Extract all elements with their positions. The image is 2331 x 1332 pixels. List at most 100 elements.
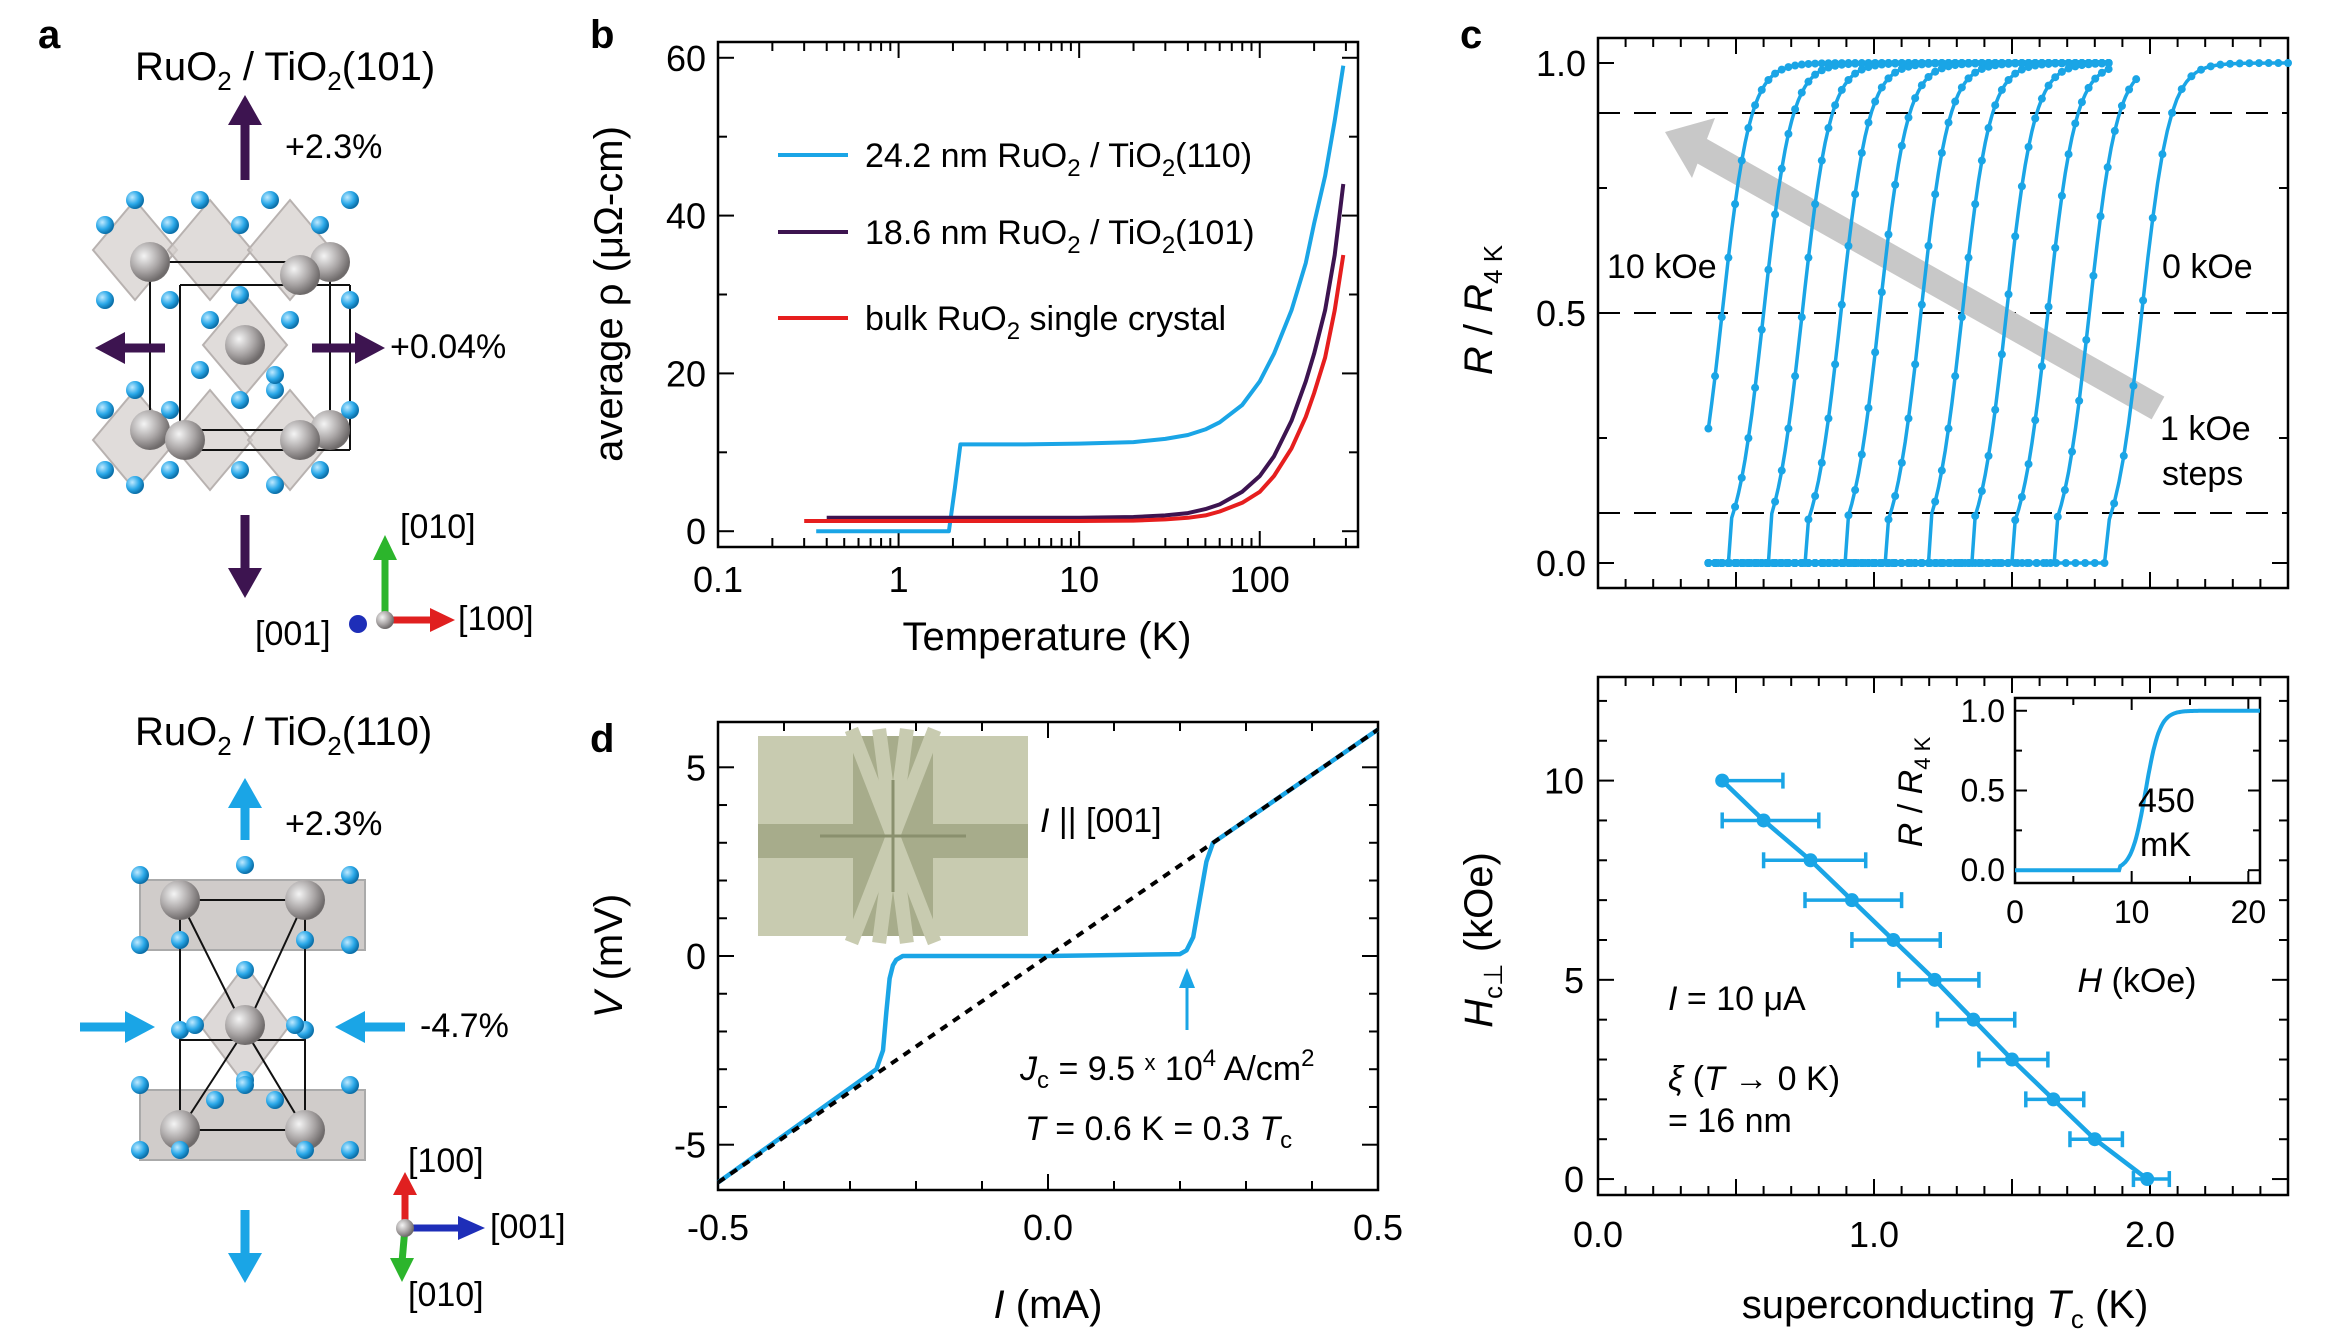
data-point — [1871, 348, 1880, 357]
data-point — [1824, 63, 1833, 72]
data-point — [1791, 559, 1800, 567]
data-point — [1857, 450, 1866, 459]
data-point — [2096, 212, 2105, 221]
oxygen-atom — [341, 401, 359, 419]
data-point — [1733, 559, 1742, 567]
y-tick-label: 1.0 — [1536, 43, 1586, 84]
axis-top-right-label: [100] — [458, 600, 534, 638]
ruthenium-atom — [225, 325, 265, 365]
oxygen-atom — [236, 1076, 254, 1094]
data-point — [1927, 972, 1942, 987]
data-point — [1772, 559, 1781, 567]
ruthenium-atom — [280, 255, 320, 295]
inset-temperature-unit: mK — [2140, 826, 2191, 864]
data-point — [2226, 59, 2235, 68]
data-point — [1964, 59, 1973, 68]
inset-series-line — [2015, 708, 2260, 873]
oxygen-atom — [96, 216, 114, 234]
data-point — [2037, 94, 2046, 103]
oxygen-atom — [266, 476, 284, 494]
data-point — [1984, 124, 1993, 133]
field-label-high: 10 kOe — [1607, 248, 1717, 286]
data-point — [1997, 350, 2006, 359]
data-point — [1723, 559, 1732, 567]
panel-label-b: b — [590, 13, 614, 57]
data-point — [2017, 492, 2026, 501]
data-point — [1797, 60, 1806, 69]
inset-x-axis-label: H (kOe) — [2077, 962, 2196, 1000]
data-point — [1936, 559, 1945, 567]
strain-top-vertical: +2.3% — [285, 128, 382, 166]
data-point — [1831, 61, 1840, 70]
data-point — [2187, 72, 2196, 81]
data-point — [2057, 59, 2066, 68]
data-point — [2011, 232, 2020, 241]
series-lines — [716, 727, 1380, 1185]
data-point — [1811, 492, 1820, 501]
field-step-label-2: steps — [2162, 455, 2243, 493]
data-point — [1911, 94, 1920, 103]
data-point — [1984, 451, 1993, 460]
x-tick-label: 1 — [889, 559, 909, 600]
oxygen-atom — [341, 1076, 359, 1094]
data-point — [2051, 59, 2060, 68]
plot-frame — [1596, 675, 2290, 1197]
panel-label-a: a — [38, 13, 61, 57]
axis-triad-top: [010] [001] [100] — [255, 508, 534, 653]
data-point — [2037, 362, 2046, 371]
data-point — [1811, 59, 1820, 68]
oxygen-atom — [171, 1021, 189, 1039]
data-point — [2005, 1052, 2019, 1067]
data-point — [2077, 61, 2086, 70]
chart-iv: -0.5 0.0 0.5 -5 0 5 I || [001] — [587, 720, 1403, 1327]
oxygen-atom — [96, 461, 114, 479]
data-point — [2044, 59, 2053, 68]
strain-arrow-right-head — [355, 332, 385, 364]
y-tick-label: 20 — [666, 353, 706, 394]
oxygen-atom — [96, 291, 114, 309]
oxygen-atom — [131, 866, 149, 884]
legend-label: 18.6 nm RuO2 / TiO2(101) — [865, 214, 1255, 259]
data-point — [2091, 74, 2100, 83]
series-lines — [1704, 59, 2292, 567]
data-point — [1937, 466, 1946, 475]
data-point — [2024, 460, 2033, 469]
crystal-lattice-bottom — [131, 856, 366, 1161]
strain-arrow-up-head — [228, 95, 262, 125]
data-point — [1957, 313, 1966, 322]
y-tick-label: 0 — [686, 936, 706, 977]
data-point — [1824, 124, 1833, 133]
crystal-lattice-top — [91, 191, 359, 494]
data-point — [2284, 59, 2292, 68]
data-point — [2051, 73, 2060, 82]
inset-temperature-value: 450 — [2138, 782, 2195, 820]
data-point — [2081, 559, 2090, 567]
data-point — [1971, 200, 1980, 209]
data-point — [1926, 559, 1935, 567]
data-point — [2084, 83, 2093, 92]
oxygen-atom — [131, 1076, 149, 1094]
data-point — [1911, 61, 1920, 70]
data-point — [1764, 265, 1773, 274]
data-point — [1966, 1012, 1981, 1027]
crystal-structure-top: RuO2 / TiO2(101) +2.3% +0.04% [010] [001… — [91, 45, 534, 653]
y-tick-label: 60 — [666, 38, 706, 79]
crystal-structure-bottom: RuO2 / TiO2(110) +2.3% -4.7% [100] [001]… — [80, 710, 566, 1314]
strain-arrow-left-head — [125, 1011, 155, 1043]
data-point — [1884, 74, 1893, 83]
data-point — [2031, 61, 2040, 70]
data-point — [1744, 434, 1753, 443]
oxygen-atom — [236, 961, 254, 979]
strain-bottom-vertical: +2.3% — [285, 805, 382, 843]
data-point — [2264, 59, 2273, 68]
strain-top-horizontal: +0.04% — [390, 328, 506, 366]
oxygen-atom — [296, 1141, 314, 1159]
data-point — [2104, 65, 2113, 74]
ruthenium-atom — [130, 242, 170, 282]
data-point — [1977, 156, 1986, 165]
structure-top-title: RuO2 / TiO2(101) — [135, 45, 435, 96]
data-point — [1864, 63, 1873, 72]
axis-triad-bottom: [100] [001] [010] — [390, 1142, 566, 1314]
data-point — [1897, 559, 1906, 567]
oxygen-atom — [131, 1141, 149, 1159]
